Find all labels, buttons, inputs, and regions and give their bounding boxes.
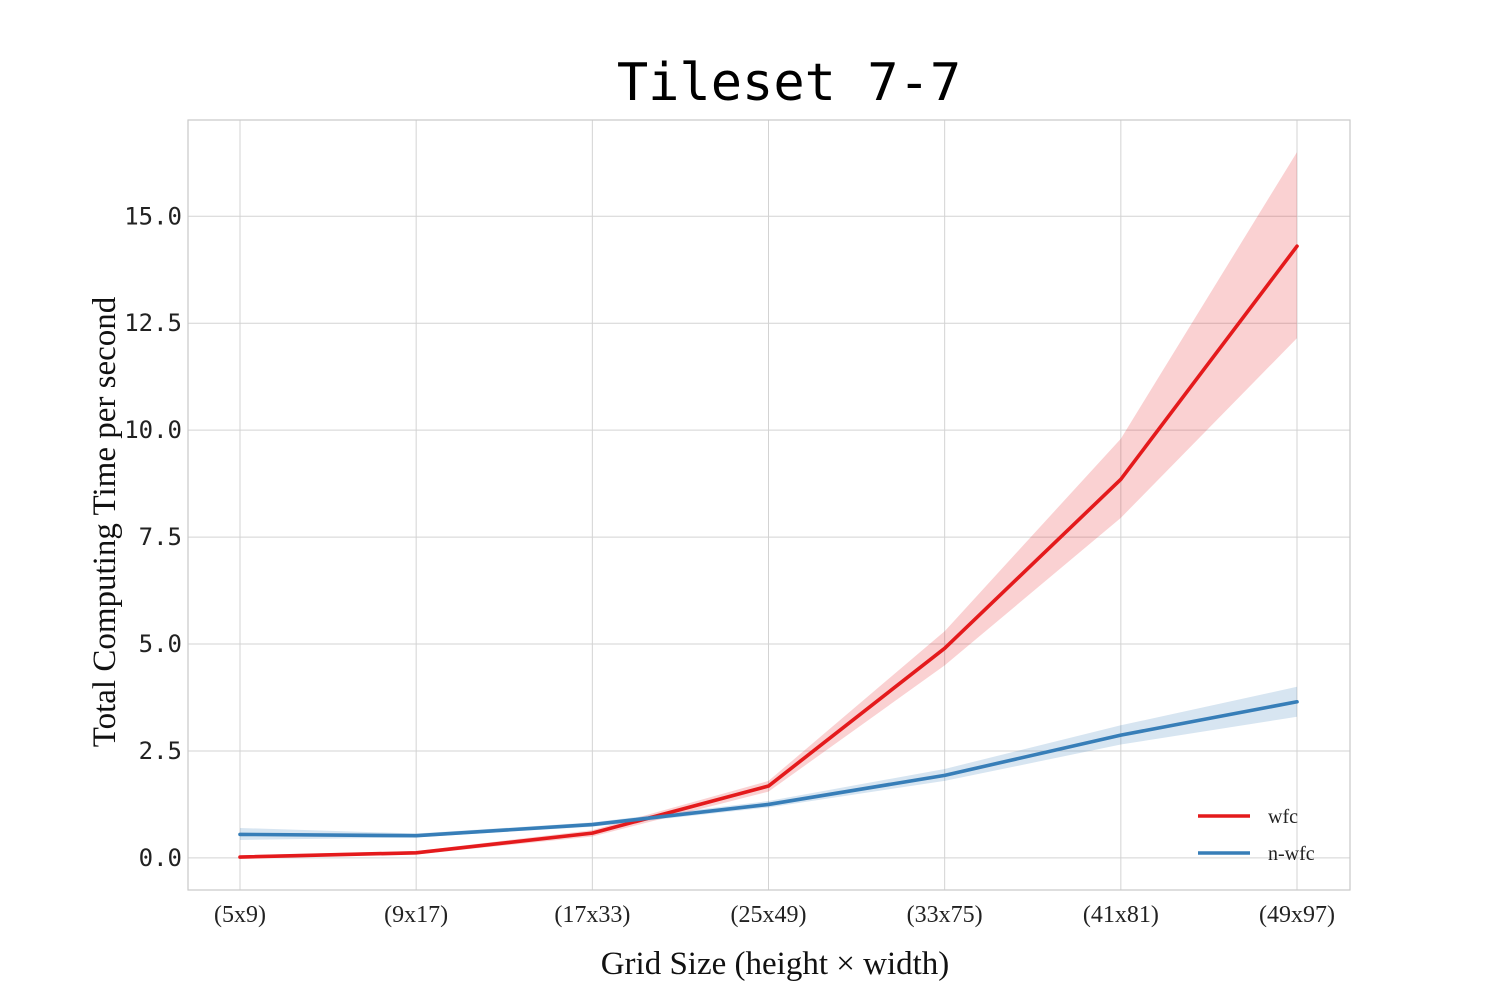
confidence-band-wfc — [240, 152, 1297, 858]
grid — [188, 120, 1350, 890]
x-tick-label: (25x49) — [731, 902, 807, 928]
y-tick-label: 2.5 — [139, 737, 182, 765]
x-tick-label: (33x75) — [907, 902, 983, 928]
legend: wfc n-wfc — [1198, 806, 1315, 865]
y-axis-label: Total Computing Time per second — [87, 296, 123, 747]
plot-frame — [187, 119, 1351, 891]
y-tick-labels: 0.0 2.5 5.0 7.5 10.0 12.5 15.0 — [124, 202, 182, 872]
series-lines — [238, 244, 1299, 859]
y-tick-label: 15.0 — [124, 202, 182, 230]
legend-label-wfc: wfc — [1268, 806, 1298, 828]
y-tick-label: 7.5 — [139, 523, 182, 551]
x-tick-label: (41x81) — [1083, 902, 1159, 928]
y-tick-label: 10.0 — [124, 416, 182, 444]
x-tick-label: (9x17) — [384, 902, 448, 928]
x-tick-label: (5x9) — [214, 902, 266, 928]
x-axis-label: Grid Size (height × width) — [601, 946, 950, 982]
confidence-bands — [240, 152, 1297, 858]
x-tick-label: (17x33) — [554, 902, 630, 928]
chart-title: Tileset 7-7 — [617, 53, 961, 113]
legend-label-n-wfc: n-wfc — [1268, 843, 1315, 865]
y-tick-label: 0.0 — [139, 844, 182, 872]
x-tick-labels: (5x9) (9x17) (17x33) (25x49) (33x75) (41x81) (… — [214, 902, 1335, 928]
x-tick-label: (49x97) — [1259, 902, 1335, 928]
y-tick-label: 5.0 — [139, 630, 182, 658]
y-tick-label: 12.5 — [124, 309, 182, 337]
